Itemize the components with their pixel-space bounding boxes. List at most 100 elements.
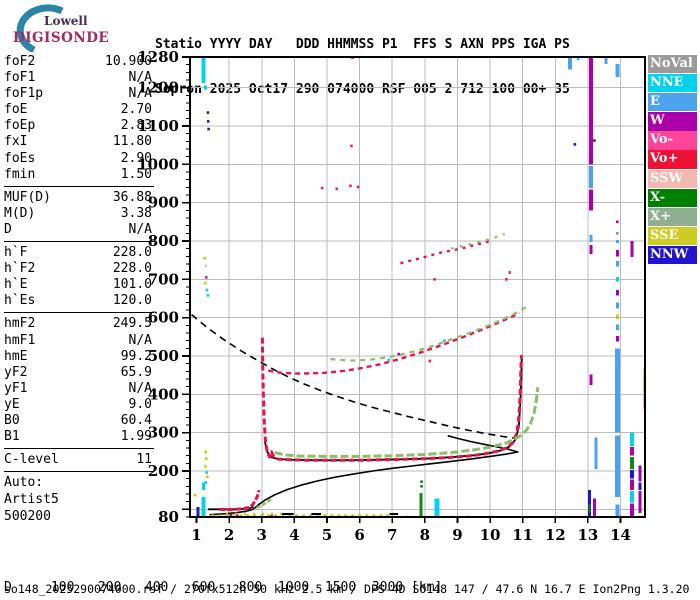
param-label: h`Es [4,293,36,309]
rfi-bar [615,504,620,517]
echo-speck [356,185,360,189]
rfi-bar [589,189,594,211]
rfi-bar [592,498,596,517]
rfi-bar [588,504,591,513]
param-row-mufd: MUF(D) 36.88 [4,190,152,206]
param-row-fof2: foF2 10.900 [4,54,152,70]
x-trace-F [274,387,540,458]
y-tick-label: 1100 [137,117,179,135]
param-label: B0 [4,412,20,428]
param-value: 65.9 [120,364,152,380]
rfi-bar [196,507,200,517]
param-row-foep: foEp 2.83 [4,118,152,134]
echo-speck [205,276,208,279]
y-tick-label: 80 [158,508,179,526]
autoscaling-info-line: 500200 [4,508,51,524]
header-line-columns: Statio YYYY DAY DDD HHMMSS P1 FFS S AXN … [155,37,570,52]
echo-speck [204,465,207,468]
param-value: 120.0 [112,293,152,309]
echo-speck [204,281,207,285]
logo-digisonde-text: DIGISONDE [13,30,109,46]
param-row-clevel: C-level 11 [4,452,152,468]
param-row-b1: B1 1.99 [4,429,152,445]
x-tick-label: 14 [610,526,631,544]
param-label: yE [4,396,20,412]
param-row-yf1: yF1 N/A [4,381,152,397]
rfi-bar [588,490,592,517]
param-value: N/A [128,332,152,348]
logo-arc-graphic: Lowell DIGISONDE [13,4,109,54]
y-tick-label: 1200 [137,79,179,97]
param-value: 11.80 [112,134,152,150]
echo-speck [206,111,210,114]
legend-item-nne: NNE [648,74,697,93]
o-trace-F-3rd-hop [400,239,491,265]
param-label: hmE [4,348,28,364]
echo-speck [204,450,207,454]
param-value: 2.90 [120,150,152,166]
rfi-bar [615,324,619,330]
x-tick-label: 13 [577,526,598,544]
echo-speck [508,271,511,274]
echo-speck [207,127,210,131]
autoscaling-info-line: Auto: [4,475,44,491]
param-row-hmf1: hmF1 N/A [4,333,152,349]
param-label: M(D) [4,205,36,221]
transmission-curve-dashed [191,313,517,440]
legend-item-nnw: NNW [648,245,697,265]
rfi-bar [589,244,593,255]
x-tick-label: 5 [322,526,332,544]
param-label: hmF1 [4,332,36,348]
echo-speck [350,144,353,148]
param-separator [4,312,154,314]
rfi-bar [614,348,620,433]
file-info-line: so148_2025290074000.rsf / 270fx512h 50 k… [4,582,690,596]
x-tick-label: 11 [512,526,533,544]
y-tick-label: 1000 [137,155,179,173]
param-label: fxI [4,134,28,150]
echo-speck [349,184,352,188]
rfi-bar [629,479,634,491]
legend-item-noval: NoVal [648,55,697,74]
param-value: 3.38 [120,205,152,221]
legend-item-w: W [648,112,697,131]
echo-speck [420,480,423,484]
param-label: foE [4,102,28,118]
param-value: N/A [128,380,152,396]
o-trace-E [219,489,261,512]
param-separator [4,471,154,473]
echo-speck [615,232,619,235]
echo-speck [229,514,233,517]
param-value: N/A [128,221,152,237]
param-row-fmin: fmin 1.50 [4,167,152,183]
param-value: 1.50 [120,166,152,182]
rfi-bar [419,493,423,517]
rfi-bar [589,374,593,386]
echo-speck [235,514,239,518]
param-row-yf2: yF2 65.9 [4,365,152,381]
echo-speck [573,143,577,146]
rfi-bar [615,302,619,309]
param-row-fof1: foF1 N/A [4,70,152,86]
param-value: 10.900 [105,54,152,69]
param-label: foF1p [4,86,44,102]
logo-lowell-text: Lowell [44,14,88,28]
param-label: D [4,221,12,237]
param-row-md: M(D) 3.38 [4,206,152,222]
param-label: foEp [4,118,36,134]
x-tick-label: 7 [387,526,397,544]
lowell-digisonde-logo: Lowell DIGISONDE [4,4,154,54]
echo-speck [205,288,209,292]
rfi-bar [615,63,620,77]
param-value: 9.0 [128,396,152,412]
rfi-bar [615,314,619,319]
rfi-bar [201,57,206,84]
param-row-fof1p: foF1p N/A [4,86,152,102]
param-row-hf: h`F 228.0 [4,245,152,261]
x-trace-F-2nd-hop [330,304,530,362]
legend-item-x: X- [648,188,697,207]
rfi-bar [202,482,206,491]
echo-speck [206,294,210,297]
param-value: 1.99 [120,429,152,445]
legend-item-sse: SSE [648,226,697,246]
